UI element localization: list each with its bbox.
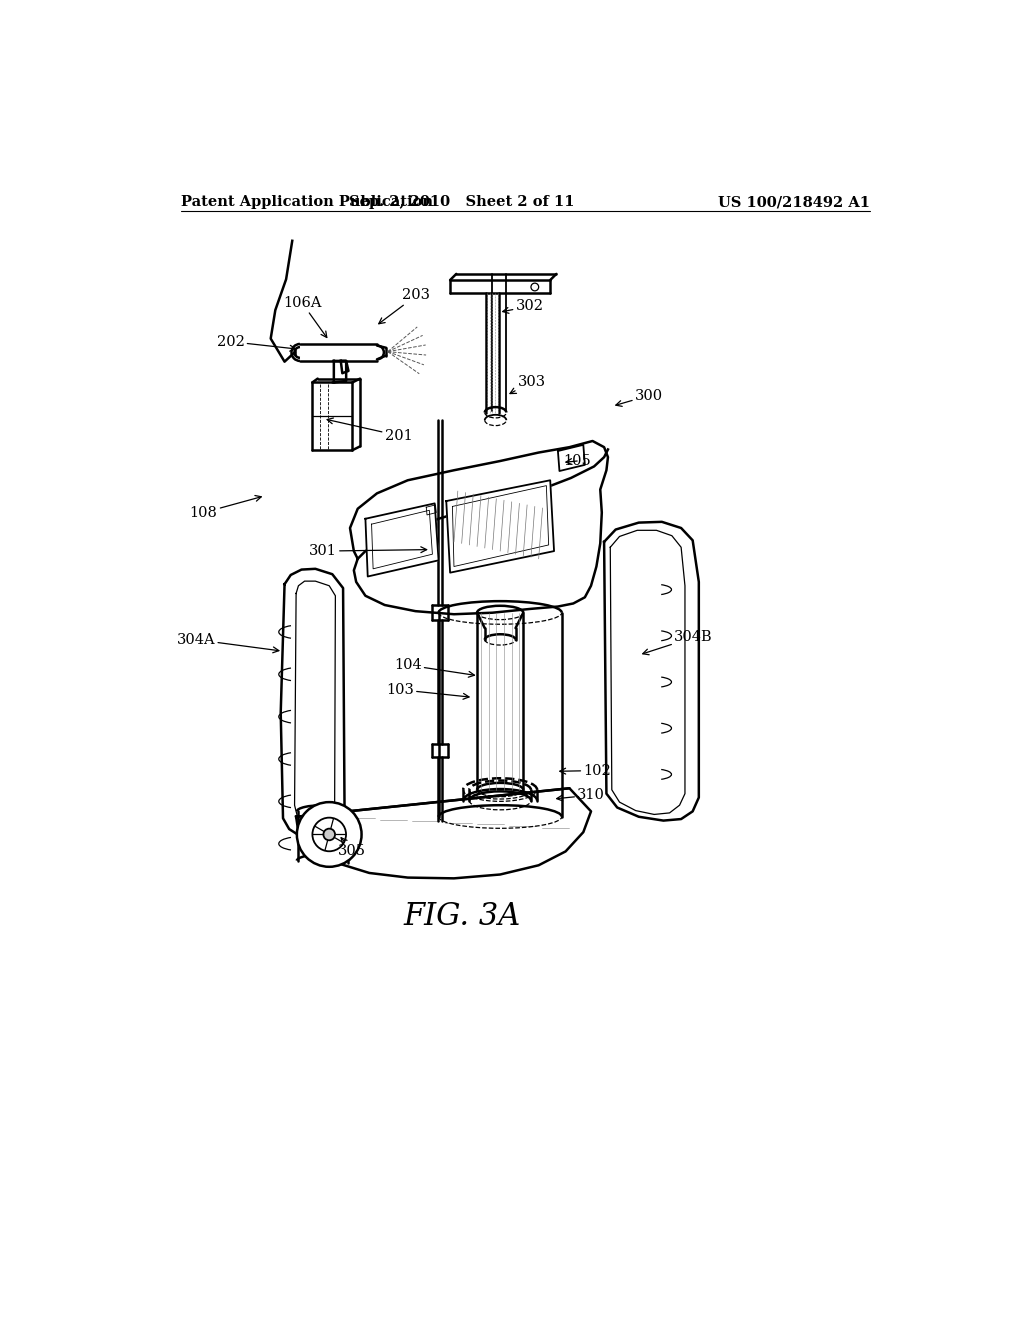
Text: 305: 305 [338, 838, 367, 858]
Text: US 100/218492 A1: US 100/218492 A1 [718, 195, 869, 210]
Text: 300: 300 [615, 388, 663, 407]
Circle shape [324, 829, 335, 841]
Polygon shape [296, 788, 591, 878]
Polygon shape [446, 480, 554, 573]
Text: 102: 102 [560, 763, 611, 777]
Text: 310: 310 [557, 788, 605, 803]
Polygon shape [350, 441, 608, 614]
Text: 202: 202 [217, 335, 296, 351]
Text: 304A: 304A [176, 632, 279, 653]
Text: 304B: 304B [643, 631, 713, 655]
Text: 301: 301 [309, 544, 427, 558]
Text: 108: 108 [189, 495, 261, 520]
Circle shape [297, 803, 361, 867]
Text: 105: 105 [563, 454, 591, 469]
Text: 302: 302 [503, 300, 544, 313]
Text: 303: 303 [510, 375, 546, 393]
Text: 106A: 106A [283, 296, 327, 338]
Text: FIG. 3A: FIG. 3A [403, 902, 520, 932]
Text: 103: 103 [386, 682, 469, 700]
Text: 203: 203 [379, 289, 430, 323]
Text: Sep. 2, 2010   Sheet 2 of 11: Sep. 2, 2010 Sheet 2 of 11 [349, 195, 574, 210]
Polygon shape [604, 521, 698, 821]
Text: Patent Application Publication: Patent Application Publication [180, 195, 432, 210]
Polygon shape [281, 569, 345, 840]
Text: 104: 104 [394, 659, 474, 677]
Text: 201: 201 [327, 418, 413, 442]
Polygon shape [366, 503, 438, 577]
